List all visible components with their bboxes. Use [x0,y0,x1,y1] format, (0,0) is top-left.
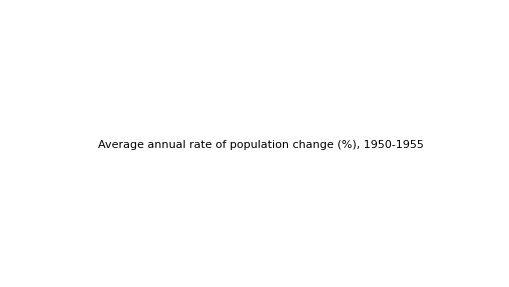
Text: Average annual rate of population change (%), 1950-1955: Average annual rate of population change… [98,140,423,150]
